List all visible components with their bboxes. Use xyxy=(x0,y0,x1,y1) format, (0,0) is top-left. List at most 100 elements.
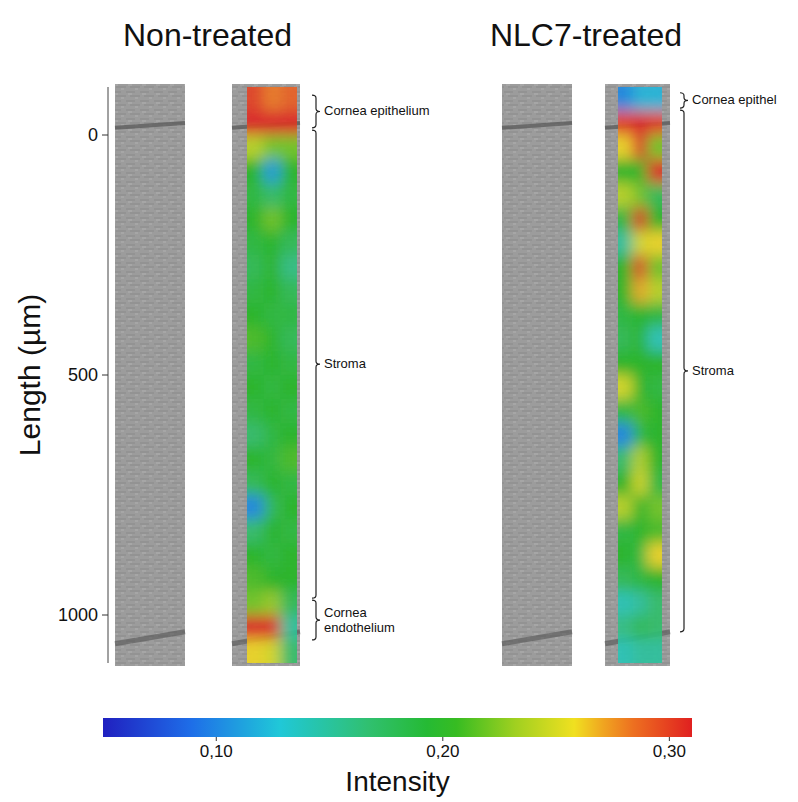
heat-cell xyxy=(280,87,297,112)
heat-cell xyxy=(264,327,281,352)
heat-cell xyxy=(264,543,281,568)
heat-cell xyxy=(264,111,281,136)
heat-cell xyxy=(618,87,633,112)
heat-cell xyxy=(633,159,648,184)
heat-cell xyxy=(633,423,648,448)
heat-cell xyxy=(264,591,281,616)
heat-cell xyxy=(264,471,281,496)
heat-cell xyxy=(264,135,281,160)
heat-cell xyxy=(247,231,264,256)
heat-cell xyxy=(280,567,297,592)
heat-cell xyxy=(633,111,648,136)
heat-cell xyxy=(247,519,264,544)
heat-cell xyxy=(633,207,648,232)
heat-cell xyxy=(280,159,297,184)
heat-cell xyxy=(647,159,662,184)
heat-cell xyxy=(280,447,297,472)
heat-cell xyxy=(633,591,648,616)
heat-cell xyxy=(280,255,297,280)
heat-cell xyxy=(264,279,281,304)
tissue-boundary xyxy=(115,632,185,644)
heat-cell xyxy=(618,447,633,472)
heat-cell xyxy=(647,327,662,352)
heat-cell xyxy=(264,399,281,424)
heat-cell xyxy=(280,327,297,352)
heat-cell xyxy=(647,279,662,304)
region-label: Stroma xyxy=(324,356,367,371)
heat-cell xyxy=(618,111,633,136)
region-bracket xyxy=(312,95,320,128)
heat-cell xyxy=(247,639,264,663)
heat-cell xyxy=(280,615,297,640)
heat-cell xyxy=(633,375,648,400)
micrograph xyxy=(502,84,572,666)
tick-label: 1000 xyxy=(58,605,98,625)
panel: Non-treatedCornea epitheliumStromaCornea… xyxy=(115,17,430,676)
region-label: Corneaendothelium xyxy=(324,605,395,635)
heat-cell xyxy=(618,615,633,640)
heat-cell xyxy=(280,639,297,663)
heat-cell xyxy=(633,279,648,304)
heat-cell xyxy=(247,471,264,496)
heat-cell xyxy=(264,423,281,448)
region-bracket xyxy=(680,110,688,632)
heat-cell xyxy=(264,207,281,232)
axis-title: Length (µm) xyxy=(13,294,46,456)
heat-cell xyxy=(280,183,297,208)
heat-cell xyxy=(647,639,662,663)
heat-cell xyxy=(647,495,662,520)
figure: 05001000 Length (µm) Non-treatedCornea epi… xyxy=(0,0,798,802)
heat-cell xyxy=(647,399,662,424)
heat-cell xyxy=(247,327,264,352)
heat-cell xyxy=(618,327,633,352)
heat-cell xyxy=(647,519,662,544)
heat-cell xyxy=(247,615,264,640)
heat-cell xyxy=(633,183,648,208)
heat-cell xyxy=(247,447,264,472)
heatmap xyxy=(618,87,662,663)
heatmap-cells xyxy=(618,87,662,663)
region-label: Stroma xyxy=(692,363,735,378)
heat-cell xyxy=(247,351,264,376)
heat-cell xyxy=(618,495,633,520)
heat-cell xyxy=(618,255,633,280)
region-bracket xyxy=(312,600,320,640)
heat-cell xyxy=(633,447,648,472)
heat-cell xyxy=(280,207,297,232)
heat-cell xyxy=(647,303,662,328)
y-axis: 05001000 xyxy=(58,87,108,663)
heat-cell xyxy=(647,423,662,448)
heat-cell xyxy=(264,519,281,544)
heat-cell xyxy=(264,495,281,520)
heat-cell xyxy=(633,471,648,496)
region-label: Cornea epithel xyxy=(692,92,777,107)
tissue-boundary xyxy=(502,123,572,128)
heat-cell xyxy=(647,183,662,208)
heat-cell xyxy=(647,447,662,472)
heat-cell xyxy=(633,519,648,544)
heat-cell xyxy=(633,567,648,592)
heat-cell xyxy=(247,159,264,184)
heat-cell xyxy=(647,591,662,616)
heat-cell xyxy=(264,375,281,400)
heat-cell xyxy=(280,495,297,520)
heat-cell xyxy=(618,159,633,184)
heat-cell xyxy=(647,615,662,640)
heat-cell xyxy=(264,303,281,328)
colorbar-tick-label: 0,10 xyxy=(200,742,233,761)
heatmap xyxy=(247,87,297,663)
heat-cell xyxy=(247,495,264,520)
heat-cell xyxy=(618,351,633,376)
heat-cell xyxy=(647,567,662,592)
tick xyxy=(102,135,108,136)
heat-cell xyxy=(247,183,264,208)
micrograph xyxy=(115,84,185,666)
heat-cell xyxy=(247,135,264,160)
heat-cell xyxy=(633,495,648,520)
colorbar-tick-label: 0,20 xyxy=(426,742,459,761)
heat-cell xyxy=(247,255,264,280)
heat-cell xyxy=(618,567,633,592)
heat-cell xyxy=(633,399,648,424)
tissue-boundary xyxy=(115,123,185,128)
heat-cell xyxy=(247,567,264,592)
